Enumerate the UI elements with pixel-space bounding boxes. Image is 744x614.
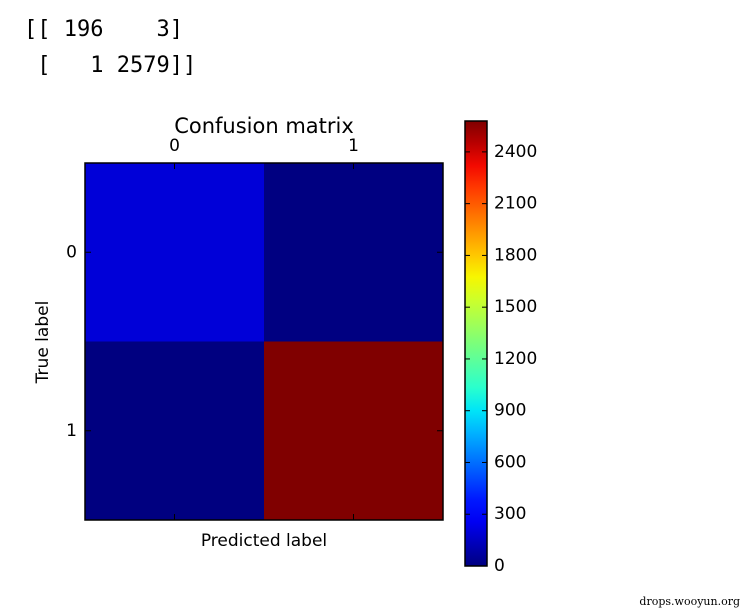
- y-axis-label: True label: [33, 301, 53, 385]
- plot-frame: [84, 162, 444, 521]
- x-axis-label: Predicted label: [201, 531, 327, 551]
- cell: [264, 163, 443, 342]
- watermark: drops.wooyun.org: [639, 595, 740, 608]
- chart-title: Confusion matrix: [174, 114, 354, 138]
- colorbar-tick-label: 1800: [494, 245, 537, 265]
- x-tick-label: 1: [348, 136, 359, 156]
- colorbar-tick-label: 1200: [494, 349, 537, 369]
- y-tick-label: 0: [66, 242, 77, 262]
- colorbar-tick-label: 900: [494, 401, 526, 421]
- x-tick-label: 0: [169, 136, 180, 156]
- console-line: [ 1 2579]]: [24, 53, 197, 78]
- cell: [85, 163, 264, 342]
- colorbar-tick-label: 600: [494, 452, 526, 472]
- console-line: [[ 196 3]: [24, 17, 183, 42]
- colorbar-tick-label: 1500: [494, 297, 537, 317]
- colorbar-tick-label: 2100: [494, 194, 537, 214]
- cell: [264, 341, 443, 520]
- colorbar: [464, 120, 488, 567]
- console-output: [[ 196 3] [ 1 2579]]: [24, 12, 196, 84]
- colorbar-tick-label: 2400: [494, 142, 537, 162]
- cell: [85, 341, 264, 520]
- y-tick-label: 1: [66, 421, 77, 441]
- colorbar-tick-label: 300: [494, 504, 526, 524]
- colorbar-tick-label: 0: [494, 556, 505, 576]
